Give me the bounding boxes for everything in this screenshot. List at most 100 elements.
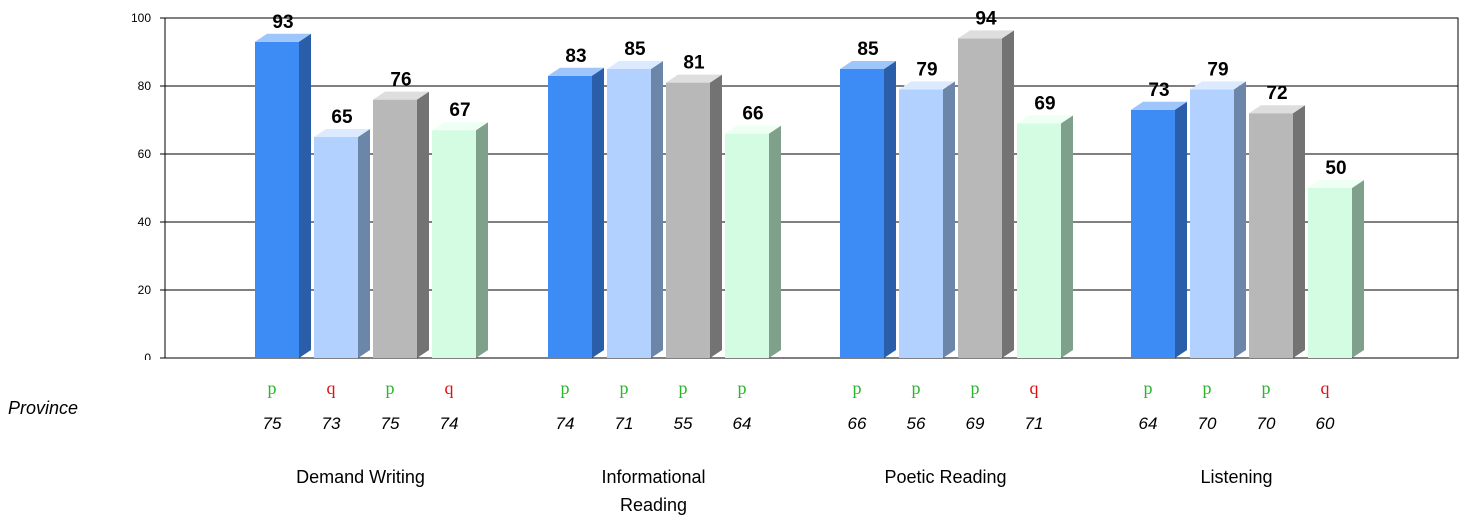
bar-top bbox=[432, 122, 488, 131]
bar-value-label: 72 bbox=[1266, 83, 1287, 104]
bar-side bbox=[769, 125, 781, 358]
bar-value-label: 85 bbox=[857, 39, 879, 60]
bar-side bbox=[358, 129, 370, 358]
province-value: 70 bbox=[1256, 414, 1276, 433]
province-value: 69 bbox=[965, 414, 985, 433]
y-tick-label: 80 bbox=[138, 79, 152, 93]
down-arrow-icon: q bbox=[326, 378, 336, 398]
bar bbox=[432, 130, 476, 358]
province-value: 66 bbox=[847, 414, 867, 433]
bar-top bbox=[666, 74, 722, 83]
bar-side bbox=[592, 67, 604, 359]
bar-top bbox=[958, 30, 1014, 39]
up-arrow-icon: p bbox=[911, 378, 921, 398]
province-row-label: Province bbox=[8, 398, 79, 418]
bar-value-label: 81 bbox=[683, 53, 705, 74]
up-arrow-icon: p bbox=[1202, 378, 1212, 398]
bar bbox=[899, 89, 943, 359]
bar-top bbox=[255, 33, 311, 42]
bar bbox=[958, 38, 1002, 359]
y-tick-label: 0 bbox=[144, 351, 151, 360]
bar-side bbox=[943, 81, 955, 359]
bar bbox=[1308, 188, 1352, 358]
bar-top bbox=[840, 61, 896, 69]
bar-side bbox=[1234, 81, 1246, 359]
province-value: 71 bbox=[1024, 414, 1044, 433]
down-arrow-icon: q bbox=[1029, 378, 1039, 398]
bar-top bbox=[725, 125, 781, 134]
y-tick-label: 60 bbox=[138, 147, 152, 161]
bar bbox=[1249, 113, 1293, 358]
bar-side bbox=[1002, 30, 1014, 359]
province-value: 56 bbox=[906, 414, 926, 433]
province-value: 64 bbox=[1138, 414, 1158, 433]
bar-side bbox=[710, 74, 722, 358]
bar-value-label: 94 bbox=[975, 8, 997, 29]
bar-top bbox=[548, 67, 604, 76]
province-value: 75 bbox=[262, 414, 282, 433]
up-arrow-icon: p bbox=[385, 378, 395, 398]
up-arrow-icon: p bbox=[619, 378, 629, 398]
province-value: 74 bbox=[439, 414, 459, 433]
bar-side bbox=[1175, 101, 1187, 359]
bar-side bbox=[417, 91, 429, 358]
bar bbox=[1017, 123, 1061, 359]
bar-side bbox=[884, 61, 896, 358]
y-tick-label: 40 bbox=[138, 215, 152, 229]
bar-value-label: 66 bbox=[742, 104, 763, 125]
bar-top bbox=[607, 61, 663, 69]
bar-side bbox=[1061, 115, 1073, 359]
bar-side bbox=[651, 61, 663, 358]
province-value: 60 bbox=[1315, 414, 1335, 433]
province-value: 74 bbox=[555, 414, 575, 433]
y-tick-label: 100 bbox=[131, 11, 151, 25]
down-arrow-icon: q bbox=[1320, 378, 1330, 398]
bar-chart: 0 20 40 60 80 100 93 65 76 67 83 85 81 66 85 79 94 69 73 79… bbox=[131, 8, 1459, 360]
category-label: Poetic Reading bbox=[884, 467, 1007, 487]
bar-value-label: 67 bbox=[449, 100, 470, 121]
category-label: Demand Writing bbox=[296, 467, 425, 487]
bar-value-label: 79 bbox=[1207, 59, 1228, 80]
category-label: Informational Reading bbox=[601, 467, 706, 515]
bar-side bbox=[299, 33, 311, 359]
bar-top bbox=[899, 81, 955, 90]
bar-value-label: 76 bbox=[390, 70, 411, 91]
bar bbox=[1131, 109, 1175, 358]
bar-top bbox=[1249, 105, 1305, 114]
bar-top bbox=[1308, 180, 1364, 188]
province-value: 71 bbox=[614, 414, 634, 433]
bar bbox=[373, 99, 417, 358]
up-arrow-icon: p bbox=[1143, 378, 1153, 398]
bar-side bbox=[476, 122, 488, 358]
bar-side bbox=[1352, 180, 1364, 358]
bar-top bbox=[314, 129, 370, 137]
bar bbox=[548, 75, 592, 359]
category-label: Listening bbox=[1200, 467, 1273, 487]
bar bbox=[725, 133, 769, 358]
up-arrow-icon: p bbox=[560, 378, 570, 398]
bar-top bbox=[1131, 101, 1187, 110]
up-arrow-icon: p bbox=[970, 378, 980, 398]
up-arrow-icon: p bbox=[737, 378, 747, 398]
up-arrow-icon: p bbox=[267, 378, 277, 398]
bar bbox=[840, 69, 884, 358]
up-arrow-icon: p bbox=[852, 378, 862, 398]
bar-top bbox=[1017, 115, 1073, 124]
bar-value-label: 65 bbox=[331, 107, 353, 128]
bar-value-label: 50 bbox=[1325, 158, 1346, 179]
up-arrow-icon: p bbox=[1261, 378, 1271, 398]
bar-value-label: 79 bbox=[916, 59, 937, 80]
bar-value-label: 93 bbox=[272, 12, 293, 33]
province-value: 55 bbox=[673, 414, 693, 433]
bar-value-label: 69 bbox=[1034, 93, 1055, 114]
bar bbox=[607, 69, 651, 358]
province-value: 73 bbox=[321, 414, 341, 433]
bar bbox=[314, 137, 358, 358]
up-arrow-icon: p bbox=[678, 378, 688, 398]
bar-value-label: 85 bbox=[624, 39, 646, 60]
bar-top bbox=[373, 91, 429, 100]
y-tick-label: 20 bbox=[138, 283, 152, 297]
province-value: 64 bbox=[732, 414, 752, 433]
bar-side bbox=[1293, 105, 1305, 358]
province-value: 70 bbox=[1197, 414, 1217, 433]
